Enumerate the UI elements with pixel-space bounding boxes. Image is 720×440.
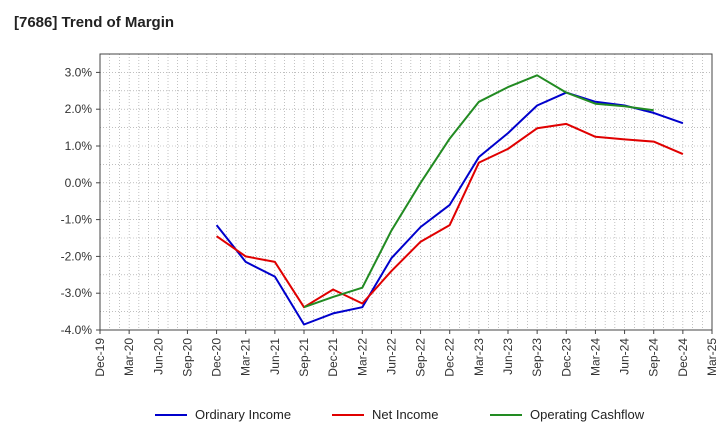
plot-area (100, 54, 712, 330)
x-tick-label: Dec-23 (559, 338, 573, 377)
chart-title: [7686] Trend of Margin (14, 14, 175, 31)
x-tick-label: Sep-22 (414, 338, 428, 377)
x-tick-label: Dec-19 (93, 338, 107, 377)
x-tick-label: Dec-22 (443, 338, 457, 377)
x-tick-label: Mar-22 (355, 338, 369, 376)
x-tick-label: Sep-21 (297, 338, 311, 377)
x-tick-label: Mar-21 (239, 338, 253, 376)
y-tick-label: 1.0% (65, 139, 93, 153)
series-line-operating-cashflow (303, 74, 654, 309)
x-tick-label: Mar-20 (122, 338, 136, 376)
y-tick-label: 3.0% (65, 65, 93, 79)
series-line-net-income (216, 122, 684, 309)
y-tick-label: -1.0% (61, 213, 93, 227)
x-tick-label: Sep-24 (647, 338, 661, 377)
y-tick-label: -2.0% (61, 249, 93, 263)
legend-label: Operating Cashflow (530, 407, 645, 422)
plot-frame (99, 53, 713, 331)
x-tick-label: Mar-24 (588, 338, 602, 376)
legend-label: Ordinary Income (195, 407, 291, 422)
x-tick-label: Dec-20 (210, 338, 224, 377)
x-tick-label: Dec-24 (676, 338, 690, 377)
x-tick-label: Jun-22 (384, 338, 398, 375)
x-tick-label: Jun-23 (501, 338, 515, 375)
y-tick-label: 2.0% (65, 102, 93, 116)
x-tick-label: Jun-20 (151, 338, 165, 375)
x-tick-label: Sep-23 (530, 338, 544, 377)
y-tick-label: -4.0% (61, 323, 93, 337)
x-tick-label: Mar-23 (472, 338, 486, 376)
x-tick-label: Sep-20 (180, 338, 194, 377)
y-tick-label: 0.0% (65, 176, 93, 190)
x-tick-label: Mar-25 (705, 338, 719, 376)
x-tick-label: Jun-24 (618, 338, 632, 375)
x-tick-label: Jun-21 (268, 338, 282, 375)
legend-label: Net Income (372, 407, 438, 422)
y-tick-label: -3.0% (61, 286, 93, 300)
series-line-ordinary-income (215, 91, 684, 326)
x-tick-label: Dec-21 (326, 338, 340, 377)
